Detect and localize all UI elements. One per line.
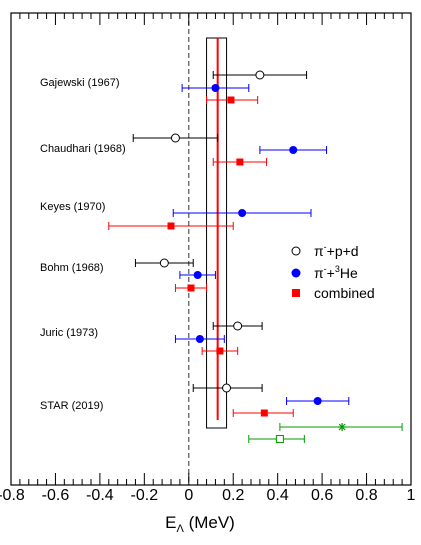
combined-marker xyxy=(236,158,244,166)
pipd-marker xyxy=(233,321,243,331)
pipd-marker xyxy=(159,258,169,268)
extra-star-marker xyxy=(338,423,347,431)
x-tick-label: 0.2 xyxy=(222,487,244,504)
x-axis: -0.8 -0.6 -0.4 -0.2 0 0.2 0.4 0.6 0.8 1 xyxy=(0,13,416,504)
legend-marker-open-circle xyxy=(291,246,301,256)
extra-square-marker xyxy=(275,435,284,443)
combined-marker xyxy=(260,409,268,417)
x-tick-label: -0.8 xyxy=(0,487,25,504)
experiment-5 xyxy=(192,383,403,443)
pihe-marker xyxy=(195,335,204,343)
x-tick-label: -0.2 xyxy=(131,487,159,504)
pipd-marker xyxy=(222,383,232,393)
x-tick-label: 0.4 xyxy=(267,487,289,504)
experiment-3 xyxy=(134,258,216,292)
plot-frame xyxy=(10,12,412,486)
experiment-label: Gajewski (1967) xyxy=(40,77,119,89)
x-tick-label: 1 xyxy=(407,487,416,504)
average-band-layer xyxy=(188,13,228,485)
pihe-marker xyxy=(289,146,298,154)
x-tick-label: 0.8 xyxy=(355,487,377,504)
x-axis-label: EΛ (MeV) xyxy=(165,513,235,535)
experiment-labels: Gajewski (1967) Chaudhari (1968) Keyes (19… xyxy=(40,77,126,412)
experiment-label: Bohm (1968) xyxy=(40,262,104,274)
average-band xyxy=(206,37,228,429)
x-tick-label: 0.6 xyxy=(311,487,333,504)
combined-marker xyxy=(187,284,195,292)
experiment-label: STAR (2019) xyxy=(40,400,103,412)
pihe-marker xyxy=(313,397,322,405)
experiment-2 xyxy=(108,209,312,230)
legend-label: π-+3He xyxy=(314,264,358,281)
experiment-label: Chaudhari (1968) xyxy=(40,143,126,155)
combined-marker xyxy=(227,96,235,104)
x-tick-label: -0.4 xyxy=(86,487,114,504)
legend-label: combined xyxy=(314,285,375,301)
experiment-0 xyxy=(181,70,308,104)
experiment-4 xyxy=(174,321,263,355)
legend-marker-filled-circle xyxy=(291,268,301,278)
x-tick-label: -0.6 xyxy=(42,487,70,504)
x-tick-label: 0 xyxy=(184,487,193,504)
legend-label: π-+p+d xyxy=(314,242,359,259)
experiment-label: Keyes (1970) xyxy=(40,201,105,213)
combined-marker xyxy=(216,347,224,355)
pihe-marker xyxy=(238,209,247,217)
legend-marker-filled-square xyxy=(292,289,300,297)
pihe-marker xyxy=(193,271,202,279)
combined-marker xyxy=(167,222,175,230)
experiment-label: Juric (1973) xyxy=(40,327,98,339)
legend: π-+p+d π-+3He combined xyxy=(291,242,375,301)
pipd-marker xyxy=(170,133,180,143)
pihe-marker xyxy=(211,84,220,92)
pipd-marker xyxy=(255,70,265,80)
data-marks-layer xyxy=(108,70,403,443)
experiment-1 xyxy=(132,133,328,166)
star-arm xyxy=(338,423,346,431)
